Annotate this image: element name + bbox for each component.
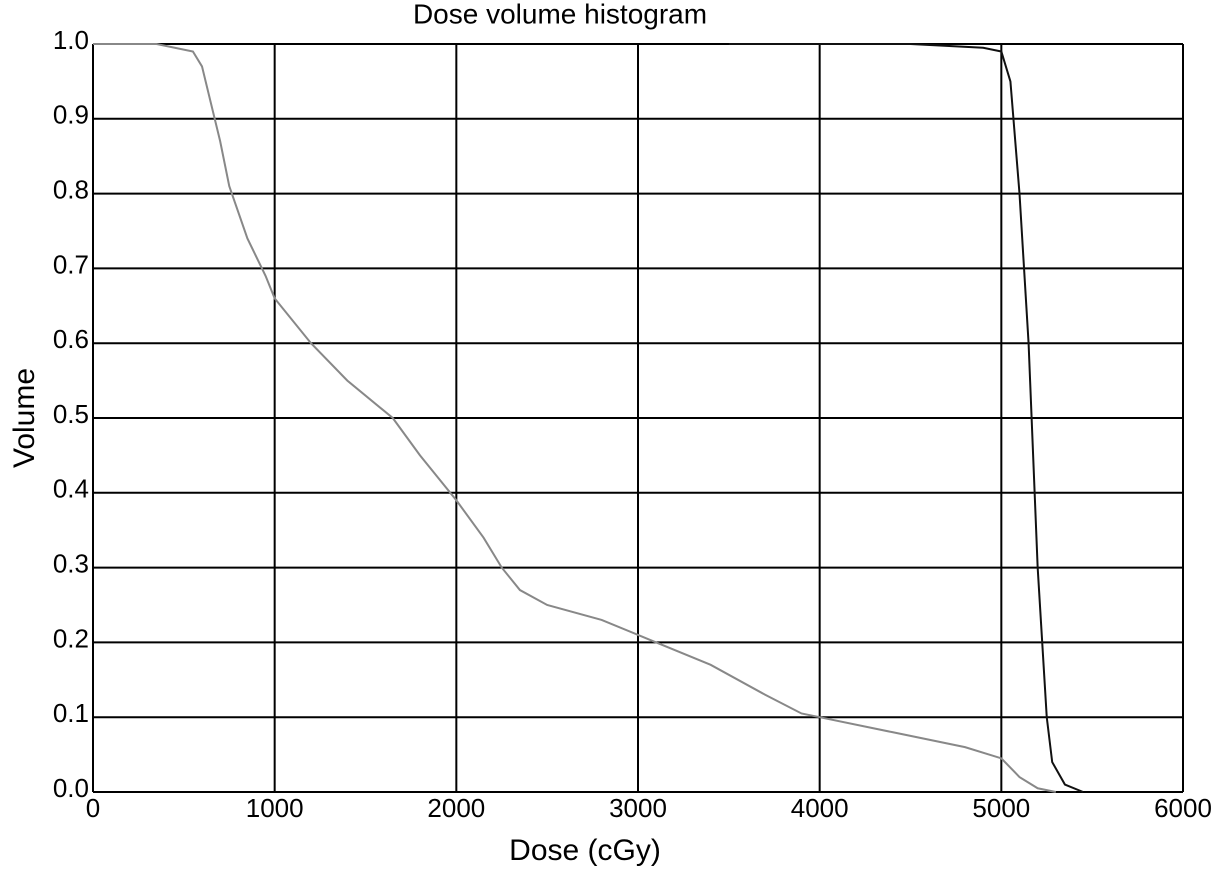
x-tick-label: 5000 bbox=[972, 793, 1030, 823]
y-tick-label: 0.7 bbox=[53, 249, 89, 279]
y-tick-label: 0.5 bbox=[53, 399, 89, 429]
y-tick-label: 0.4 bbox=[53, 474, 89, 504]
y-tick-label: 0.3 bbox=[53, 548, 89, 578]
data-line bbox=[93, 43, 1057, 793]
x-tick-label: 4000 bbox=[791, 793, 849, 823]
y-tick-label: 0.6 bbox=[53, 324, 89, 354]
y-tick-label: 0.0 bbox=[53, 773, 89, 803]
y-tick-label: 0.8 bbox=[53, 174, 89, 204]
x-tick-label: 6000 bbox=[1154, 793, 1212, 823]
x-tick-label: 2000 bbox=[427, 793, 485, 823]
y-axis-label: Volume bbox=[8, 368, 41, 468]
x-tick-label: 1000 bbox=[246, 793, 304, 823]
x-axis-label: Dose (cGy) bbox=[509, 834, 661, 867]
y-tick-label: 1.0 bbox=[53, 25, 89, 55]
y-tick-label: 0.1 bbox=[53, 698, 89, 728]
x-tick-label: 0 bbox=[86, 793, 100, 823]
y-tick-label: 0.9 bbox=[53, 100, 89, 130]
chart-title: Dose volume histogram bbox=[413, 0, 707, 29]
y-tick-label: 0.2 bbox=[53, 623, 89, 653]
x-tick-label: 3000 bbox=[609, 793, 667, 823]
data-line bbox=[728, 43, 1084, 793]
